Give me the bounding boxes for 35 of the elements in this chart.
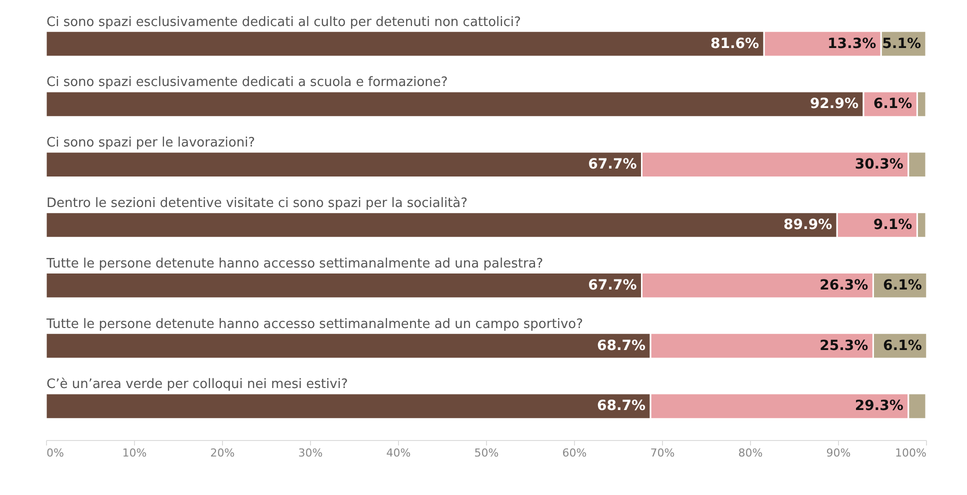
y-tick-label: Dentro le sezioni detentive visitate ci sono spazi per la socialità? xyxy=(46,196,468,211)
data-label: 6.1% xyxy=(883,277,922,294)
x-tick-label: 20% xyxy=(210,446,235,460)
data-label: 30.3% xyxy=(854,156,904,173)
data-label: 25.3% xyxy=(820,338,868,354)
y-tick-label: Ci sono spazi esclusivamente dedicati al culto per detenuti non cattolici? xyxy=(46,14,521,30)
data-label: 67.7% xyxy=(588,156,637,173)
data-label: 6.1% xyxy=(873,96,912,112)
x-tick-label: 40% xyxy=(386,446,411,460)
data-label: 6.1% xyxy=(883,338,922,354)
x-tick-label: 0% xyxy=(46,446,64,460)
data-label: 13.3% xyxy=(828,36,876,52)
data-label: 29.3% xyxy=(854,398,904,414)
data-label: 92.9% xyxy=(810,96,859,112)
y-tick-label: C’è un’area verde per colloqui nei mesi estivi? xyxy=(46,377,348,392)
data-label: 81.6% xyxy=(710,36,760,52)
data-label: 89.9% xyxy=(784,217,832,233)
data-label: 26.3% xyxy=(820,277,868,294)
y-tick-label: Ci sono spazi esclusivamente dedicati a scuola e formazione? xyxy=(46,75,448,90)
y-tick-label: Ci sono spazi per le lavorazioni? xyxy=(46,136,256,151)
data-label: 68.7% xyxy=(596,398,646,414)
data-label: 68.7% xyxy=(596,338,646,354)
x-tick-label: 70% xyxy=(650,446,675,460)
data-label: 67.7% xyxy=(588,277,637,294)
x-tick-label: 80% xyxy=(738,446,763,460)
x-tick-label: 60% xyxy=(562,446,587,460)
y-tick-label: Tutte le persone detenute hanno accesso settimanalmente ad una palestra? xyxy=(46,256,544,272)
x-tick-label: 50% xyxy=(474,446,499,460)
x-tick-label: 10% xyxy=(122,446,147,460)
x-tick-label: 30% xyxy=(298,446,323,460)
data-label: 5.1% xyxy=(882,36,921,52)
x-tick-label: 90% xyxy=(826,446,851,460)
x-tick-label: 100% xyxy=(895,446,926,460)
y-tick-label: Tutte le persone detenute hanno accesso settimanalmente ad un campo sportivo? xyxy=(46,316,583,332)
data-label: 9.1% xyxy=(873,217,912,233)
